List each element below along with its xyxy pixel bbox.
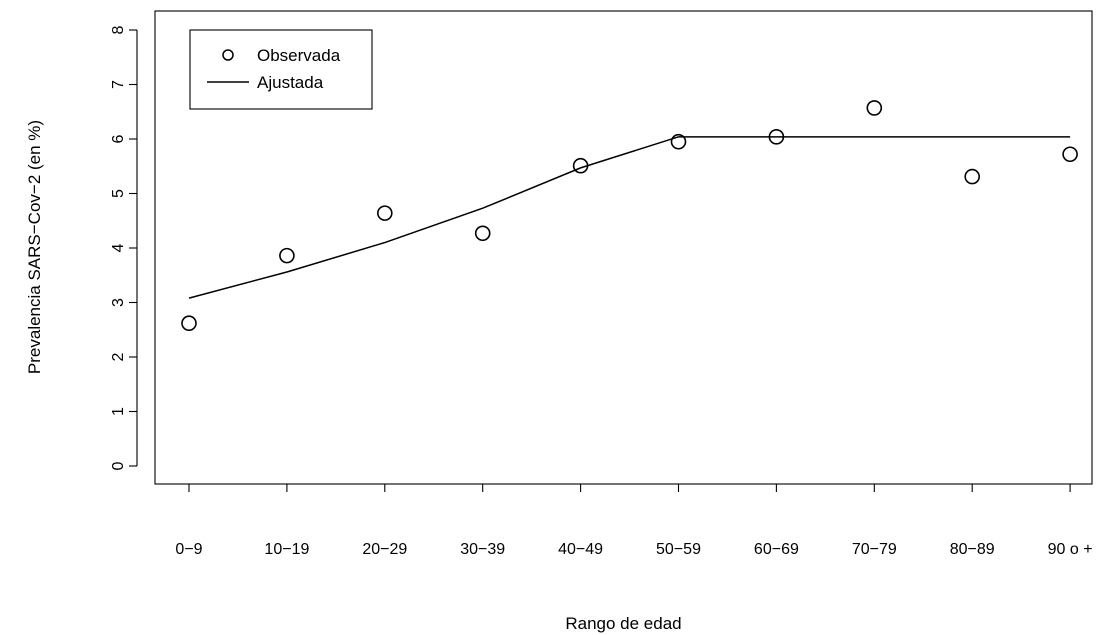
y-tick-label-2: 2: [110, 352, 127, 361]
y-tick-label-0: 0: [110, 461, 127, 470]
observed-point-7: [866, 100, 883, 116]
x-tick-label-6: 60−69: [754, 541, 799, 558]
x-tick-label-3: 30−39: [460, 541, 505, 558]
fitted-line: [188, 136, 1071, 299]
observed-point-1: [279, 247, 295, 264]
y-tick-label-5: 5: [110, 189, 127, 198]
x-tick-label-4: 40−49: [558, 541, 603, 558]
y-tick-label-8: 8: [110, 25, 127, 34]
y-tick-label-3: 3: [110, 298, 127, 307]
x-tick-label-8: 80−89: [950, 541, 995, 558]
y-tick-label-6: 6: [110, 134, 127, 143]
observed-point-0: [181, 315, 197, 332]
x-tick-label-7: 70−79: [852, 541, 897, 558]
legend-box: [189, 29, 373, 110]
y-axis-label: Prevalencia SARS−Cov−2 (en %): [25, 120, 44, 374]
legend-marker-observed: [222, 49, 234, 61]
x-tick-label-9: 90 o +: [1048, 541, 1093, 558]
y-tick-label-1: 1: [110, 407, 127, 416]
legend-label-fitted: Ajustada: [257, 73, 324, 92]
legend: Observada Ajustada: [189, 29, 373, 110]
observed-point-5: [670, 133, 687, 150]
observed-point-8: [964, 168, 981, 185]
x-axis: 0−9 10−19 20−29 30−39 40−49 50−59 60−69 70−79 80…: [175, 483, 1093, 558]
x-axis-label: Rango de edad: [565, 614, 681, 633]
observed-point-2: [376, 205, 393, 221]
y-tick-label-7: 7: [110, 80, 127, 89]
y-axis: 0 1 2 3 4 5 6 7 8: [110, 25, 138, 470]
x-tick-label-0: 0−9: [175, 541, 202, 558]
x-tick-label-5: 50−59: [656, 541, 701, 558]
y-tick-label-4: 4: [110, 243, 127, 252]
legend-label-observed: Observada: [257, 46, 341, 65]
observed-point-3: [474, 225, 491, 242]
series-layer: [181, 100, 1078, 332]
observed-point-9: [1062, 146, 1078, 163]
x-tick-label-1: 10−19: [264, 541, 309, 558]
x-tick-label-2: 20−29: [362, 541, 407, 558]
